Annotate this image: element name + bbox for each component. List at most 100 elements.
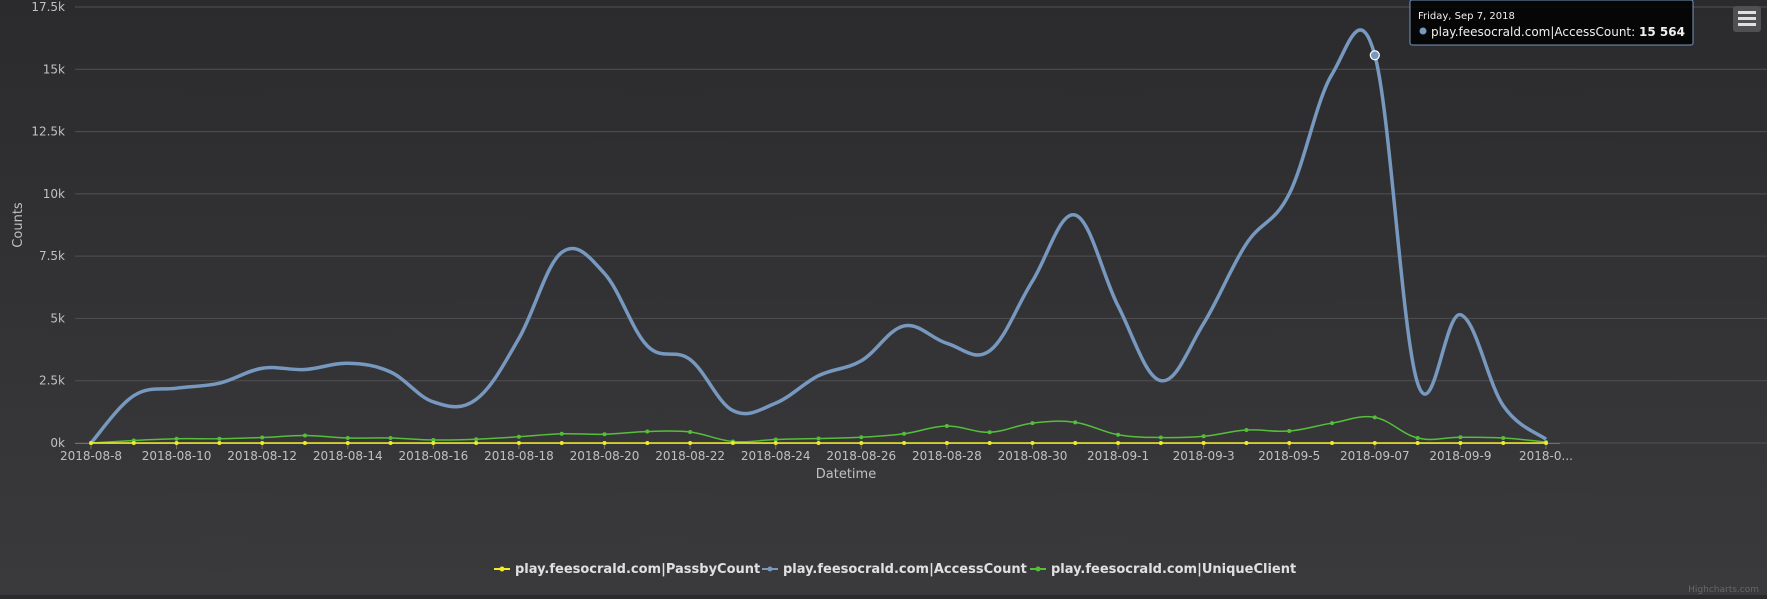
data-point[interactable] [1330,441,1335,445]
chart-menu-button[interactable] [1733,6,1761,32]
series-1 [89,28,1548,445]
data-point[interactable] [1501,436,1506,441]
data-point[interactable] [1244,428,1249,433]
data-point[interactable] [217,441,222,445]
legend-symbol-marker [1035,566,1041,572]
tooltip-value-text: play.feesocrald.com|AccessCount: 15 564 [1431,25,1685,39]
data-point[interactable] [902,441,907,445]
data-point[interactable] [1501,441,1506,445]
tooltip-value: 15 564 [1639,25,1685,39]
hamburger-icon [1738,11,1756,26]
data-point[interactable] [944,441,949,445]
data-point[interactable] [602,432,607,437]
data-point[interactable] [388,436,393,441]
data-point[interactable] [902,431,907,436]
data-point[interactable] [1287,429,1292,434]
data-point[interactable] [474,441,479,445]
data-point[interactable] [431,438,436,443]
data-point[interactable] [302,433,307,438]
data-point[interactable] [1158,435,1163,440]
tooltip-series-marker [1419,27,1427,35]
data-point[interactable] [730,441,735,445]
data-point[interactable] [602,441,607,445]
data-point[interactable] [1544,441,1548,445]
y-tick-label: 5k [50,311,65,325]
legend-item[interactable]: play.feesocrald.com|UniqueClient [1030,562,1296,577]
data-point[interactable] [987,430,992,435]
data-point[interactable] [1415,436,1420,441]
data-point[interactable] [174,436,179,441]
data-point[interactable] [1201,441,1206,445]
x-tick-label: 2018-08-20 [570,449,640,463]
x-tick-label: 2018-08-16 [398,449,468,463]
legend-item[interactable]: play.feesocrald.com|PassbyCount [494,562,760,577]
data-point[interactable] [345,436,350,441]
data-point[interactable] [645,429,650,434]
data-point[interactable] [260,441,265,445]
data-point[interactable] [859,435,864,440]
data-point[interactable] [516,434,521,439]
data-point[interactable] [1415,441,1420,445]
data-point[interactable] [1073,420,1078,425]
data-point[interactable] [1158,441,1163,445]
data-point[interactable] [816,441,821,445]
data-point[interactable] [688,430,693,435]
data-point[interactable] [131,441,136,445]
x-tick-label: 2018-09-1 [1087,449,1149,463]
data-point[interactable] [1458,441,1463,445]
data-point[interactable] [645,441,650,445]
x-tick-label: 2018-08-26 [826,449,896,463]
data-point[interactable] [1030,441,1035,445]
hamburger-bar [1738,11,1756,14]
hamburger-bar [1738,23,1756,26]
x-tick-label: 2018-09-9 [1429,449,1491,463]
data-point[interactable] [302,441,307,445]
x-tick-label: 2018-08-24 [741,449,811,463]
data-point[interactable] [1287,441,1292,445]
data-point[interactable] [345,441,350,445]
data-point[interactable] [559,441,564,445]
data-point[interactable] [474,437,479,442]
data-point[interactable] [1201,434,1206,439]
data-point[interactable] [773,441,778,445]
data-point[interactable] [431,441,436,445]
data-point[interactable] [1244,441,1249,445]
data-point[interactable] [816,436,821,441]
legend-symbol-marker [499,566,505,572]
data-point[interactable] [388,441,393,445]
data-point[interactable] [987,441,992,445]
x-tick-label: 2018-0... [1519,449,1573,463]
data-point[interactable] [260,435,265,440]
data-point[interactable] [1372,441,1377,445]
data-point[interactable] [944,424,949,429]
x-tick-label: 2018-08-28 [912,449,982,463]
data-point[interactable] [859,441,864,445]
x-tick-label: 2018-09-5 [1258,449,1320,463]
legend-item-label: play.feesocrald.com|PassbyCount [515,562,760,577]
data-point[interactable] [89,441,93,445]
data-point[interactable] [1116,441,1121,445]
tooltip-box [1409,0,1694,46]
data-point[interactable] [1372,415,1377,420]
data-point[interactable] [559,431,564,436]
legend-item[interactable]: play.feesocrald.com|AccessCount [762,562,1027,577]
y-tick-label: 17.5k [31,0,65,14]
x-tick-label: 2018-08-12 [227,449,297,463]
credits-text: Highcharts.com [1688,585,1759,595]
data-point[interactable] [1073,441,1078,445]
data-point[interactable] [1030,421,1035,426]
data-point[interactable] [174,441,179,445]
hamburger-bar [1738,17,1756,20]
data-point[interactable] [1458,435,1463,440]
data-point[interactable] [516,441,521,445]
data-point[interactable] [1116,432,1121,437]
y-axis-labels: 0k 2.5k 5k 7.5k 10k 12.5k 15k 17.5k [31,0,65,450]
data-point[interactable] [217,436,222,441]
data-point[interactable] [1330,421,1335,426]
y-tick-label: 10k [43,187,65,201]
tooltip-series-label: play.feesocrald.com|AccessCount: [1431,25,1639,39]
x-tick-label: 2018-08-22 [655,449,725,463]
data-point[interactable] [688,441,693,445]
highlighted-point[interactable] [1369,50,1380,61]
data-point[interactable] [773,437,778,442]
